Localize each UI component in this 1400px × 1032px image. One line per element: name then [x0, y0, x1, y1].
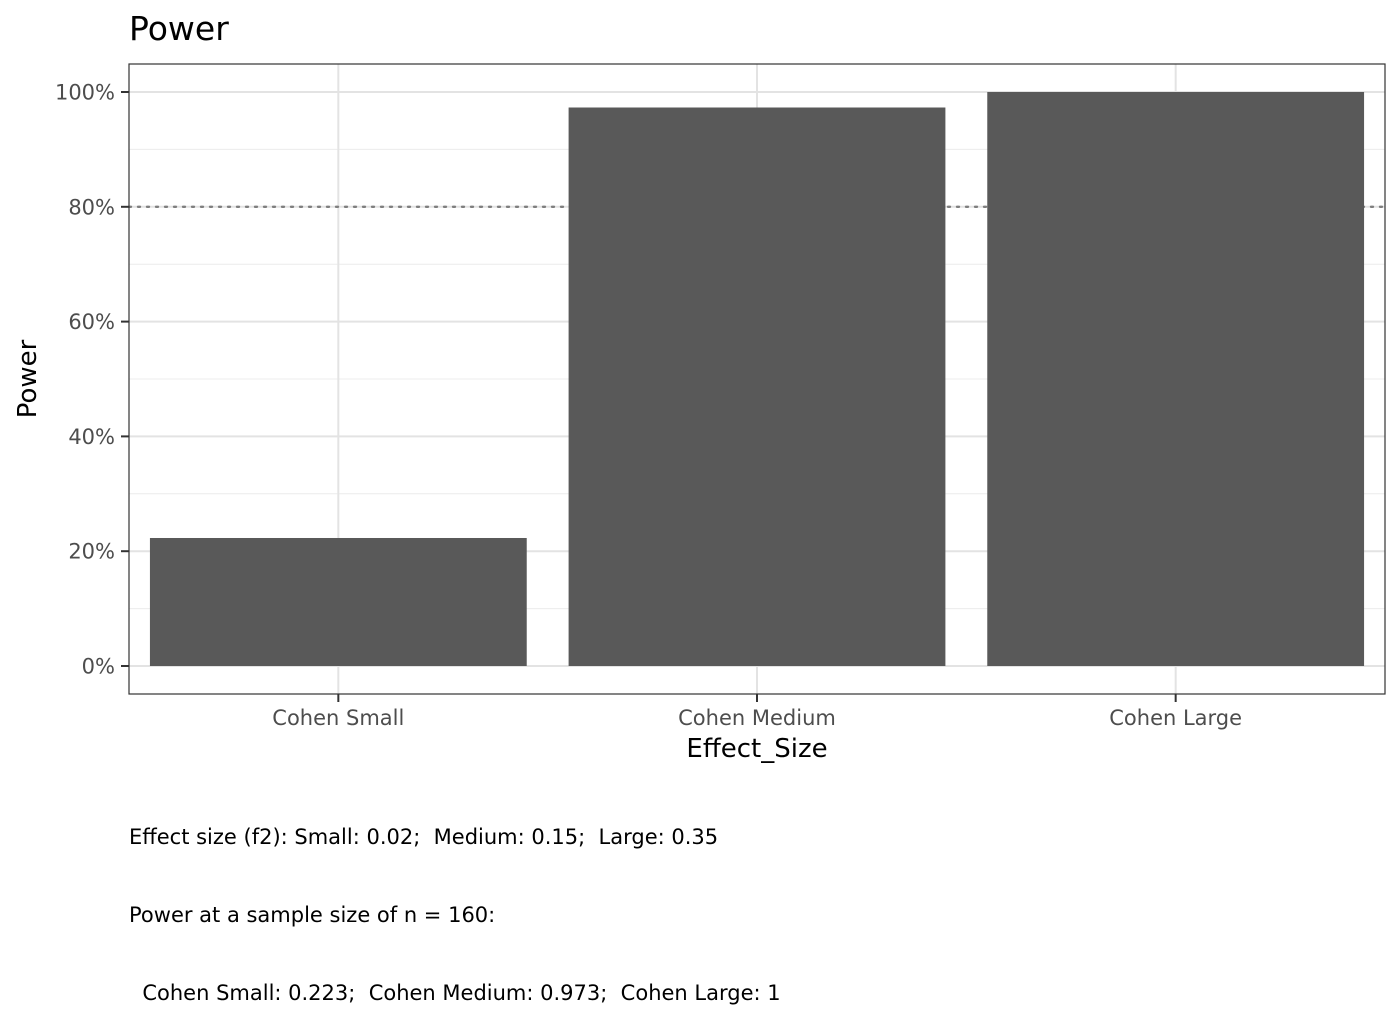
y-tick-label: 40% — [68, 425, 115, 449]
y-axis-title: Power — [13, 339, 43, 418]
x-tick-label: Cohen Large — [1109, 706, 1242, 730]
x-axis-title: Effect_Size — [686, 734, 827, 764]
bar-cohen-small — [149, 537, 527, 666]
bars — [149, 92, 1365, 667]
y-tick-label: 100% — [55, 81, 115, 105]
y-tick-label: 20% — [68, 540, 115, 564]
caption-line-sample-size: Power at a sample size of n = 160: — [129, 903, 496, 927]
power-chart: 0% 20% 40% 60% 80% 100% Cohen Small Cohen Mediu… — [13, 9, 1387, 764]
chart-caption: Effect size (f2): Small: 0.02; Medium: 0… — [129, 772, 781, 1032]
chart-title: Power — [129, 9, 229, 48]
y-tick-label: 60% — [68, 310, 115, 334]
x-tick-label: Cohen Small — [272, 706, 404, 730]
caption-line-effect-sizes: Effect size (f2): Small: 0.02; Medium: 0… — [129, 825, 719, 849]
bar-cohen-large — [987, 92, 1365, 666]
axes: 0% 20% 40% 60% 80% 100% Cohen Small Cohen Mediu… — [55, 81, 1242, 731]
caption-line-power-values: Cohen Small: 0.223; Cohen Medium: 0.973;… — [129, 981, 781, 1005]
y-tick-label: 80% — [68, 195, 115, 219]
y-tick-label: 0% — [82, 655, 115, 679]
bar-cohen-medium — [568, 107, 946, 667]
x-tick-label: Cohen Medium — [678, 706, 836, 730]
